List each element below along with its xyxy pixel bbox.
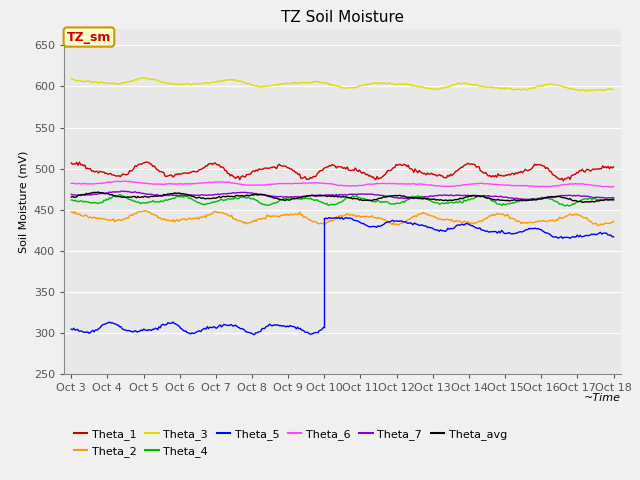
- Theta_7: [284, 194, 291, 200]
- Theta_2: [610, 218, 618, 224]
- Theta_7: [246, 190, 253, 196]
- Theta_6: [122, 178, 129, 184]
- Theta_avg: [95, 189, 102, 195]
- Theta_1: [559, 178, 567, 184]
- Theta_avg: [134, 193, 141, 199]
- Theta_1: [67, 160, 75, 166]
- Line: Theta_6: Theta_6: [71, 181, 614, 187]
- Theta_avg: [410, 195, 418, 201]
- Theta_3: [141, 75, 148, 81]
- Theta_avg: [463, 194, 470, 200]
- Theta_1: [246, 171, 253, 177]
- Theta_2: [284, 212, 291, 218]
- Theta_6: [284, 181, 291, 187]
- Theta_3: [67, 76, 75, 82]
- Theta_1: [460, 162, 468, 168]
- Text: TZ_sm: TZ_sm: [67, 31, 111, 44]
- Theta_4: [284, 195, 291, 201]
- Theta_5: [610, 234, 618, 240]
- Theta_4: [134, 199, 141, 205]
- Line: Theta_5: Theta_5: [324, 217, 614, 239]
- Theta_4: [463, 198, 470, 204]
- Theta_2: [460, 218, 468, 224]
- Line: Theta_4: Theta_4: [71, 194, 614, 206]
- Theta_5: [332, 215, 340, 221]
- Theta_7: [463, 192, 470, 198]
- Theta_avg: [579, 200, 586, 205]
- Theta_2: [410, 214, 418, 219]
- Theta_1: [142, 159, 150, 165]
- Theta_2: [463, 220, 470, 226]
- Text: ~Time: ~Time: [584, 394, 621, 403]
- Theta_avg: [246, 192, 253, 198]
- Theta_5: [559, 236, 566, 241]
- Theta_6: [67, 180, 75, 186]
- Theta_5: [399, 219, 406, 225]
- Theta_3: [410, 83, 418, 89]
- Theta_avg: [610, 196, 618, 202]
- Line: Theta_2: Theta_2: [71, 211, 614, 226]
- Theta_2: [142, 208, 150, 214]
- Theta_avg: [67, 194, 75, 200]
- Theta_3: [460, 80, 468, 86]
- Theta_6: [460, 182, 468, 188]
- Theta_2: [67, 209, 75, 215]
- Theta_4: [246, 195, 253, 201]
- Theta_4: [610, 198, 618, 204]
- Theta_3: [284, 80, 291, 86]
- Theta_3: [610, 87, 618, 93]
- Y-axis label: Soil Moisture (mV): Soil Moisture (mV): [19, 150, 28, 253]
- Theta_3: [246, 81, 253, 86]
- Theta_4: [460, 197, 468, 203]
- Theta_6: [410, 180, 418, 186]
- Theta_3: [587, 88, 595, 94]
- Theta_4: [561, 203, 568, 209]
- Theta_1: [284, 165, 291, 171]
- Theta_5: [598, 231, 606, 237]
- Theta_4: [116, 192, 124, 197]
- Theta_5: [339, 216, 347, 222]
- Line: Theta_3: Theta_3: [71, 78, 614, 91]
- Theta_avg: [460, 195, 468, 201]
- Line: Theta_1: Theta_1: [71, 162, 614, 181]
- Theta_2: [132, 211, 140, 216]
- Line: Theta_7: Theta_7: [71, 191, 614, 200]
- Theta_2: [595, 223, 602, 228]
- Theta_7: [410, 195, 418, 201]
- Theta_5: [588, 231, 596, 237]
- Theta_avg: [284, 197, 291, 203]
- Theta_7: [610, 195, 618, 201]
- Line: Theta_avg: Theta_avg: [71, 192, 614, 203]
- Theta_5: [338, 215, 346, 220]
- Theta_5: [376, 224, 383, 229]
- Theta_2: [246, 220, 253, 226]
- Theta_1: [132, 164, 140, 169]
- Theta_7: [67, 192, 75, 197]
- Theta_7: [119, 188, 127, 194]
- Theta_3: [463, 81, 470, 87]
- Theta_6: [246, 182, 253, 188]
- Theta_1: [610, 164, 618, 170]
- Theta_4: [410, 194, 418, 200]
- Theta_5: [321, 216, 328, 222]
- Theta_3: [132, 77, 140, 83]
- Theta_6: [134, 180, 141, 186]
- Theta_1: [463, 161, 470, 167]
- Theta_6: [610, 184, 618, 190]
- Theta_7: [460, 192, 468, 198]
- Theta_7: [525, 197, 533, 203]
- Theta_6: [463, 182, 470, 188]
- Legend: Theta_1, Theta_2, Theta_3, Theta_4, Theta_5, Theta_6, Theta_7, Theta_avg: Theta_1, Theta_2, Theta_3, Theta_4, Thet…: [70, 425, 511, 461]
- Title: TZ Soil Moisture: TZ Soil Moisture: [281, 10, 404, 25]
- Theta_4: [67, 197, 75, 203]
- Theta_1: [410, 169, 418, 175]
- Theta_6: [609, 184, 616, 190]
- Theta_7: [134, 190, 141, 196]
